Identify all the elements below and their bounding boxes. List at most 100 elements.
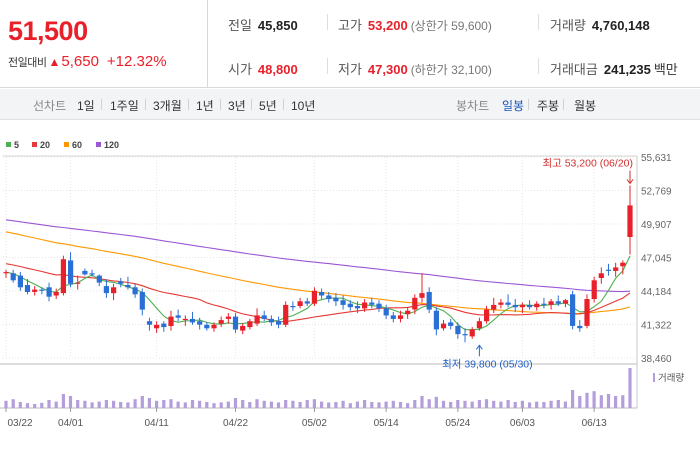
low-label: 저가 (338, 62, 362, 77)
volume-legend-label: 거래량 (658, 372, 684, 384)
volume-bar (33, 404, 37, 408)
price-box: 51,500 전일대비 ▲ 5,650 +12.32% (0, 0, 208, 88)
candle-body (562, 300, 569, 304)
divider (563, 99, 564, 110)
y-tick-label: 44,184 (641, 287, 672, 298)
x-tick-label: 06/03 (510, 418, 535, 429)
candle-body (620, 262, 626, 267)
legend-label-5: 5 (14, 140, 19, 150)
volume-bar (104, 400, 108, 408)
range-1d[interactable]: 1일 (77, 99, 95, 113)
legend-label-120: 120 (104, 140, 119, 150)
candle-body (17, 275, 23, 288)
legend-swatch-20 (32, 142, 37, 147)
change-value: 5,650 (61, 53, 99, 70)
moving-average-lines (5, 219, 631, 331)
period-daily[interactable]: 일봉 (502, 99, 525, 113)
volume-bar (535, 401, 539, 408)
candle-body (139, 292, 145, 310)
lower-limit: (하한가 32,100) (410, 63, 492, 77)
open-value: 48,800 (257, 62, 298, 77)
candle-body (498, 302, 504, 305)
volume-bar (155, 400, 159, 408)
range-1w[interactable]: 1주일 (110, 99, 139, 113)
upper-limit: (상한가 59,600) (410, 19, 492, 33)
x-tick-label: 03/22 (7, 418, 32, 429)
x-tick-label: 05/24 (445, 418, 470, 429)
prev-close-label: 전일 (228, 18, 252, 33)
volume-bar (391, 400, 395, 408)
volume-bar (384, 401, 388, 408)
candle-body (32, 289, 38, 292)
x-tick-label: 05/14 (374, 418, 399, 429)
candle-body (426, 292, 432, 310)
x-tick-label: 04/22 (223, 418, 248, 429)
range-3y[interactable]: 3년 (228, 99, 246, 113)
amount-unit: 백만 (653, 62, 678, 77)
up-arrow-icon: ▲ (48, 54, 61, 69)
period-weekly[interactable]: 주봉 (537, 99, 560, 113)
candle-body (469, 329, 475, 337)
volume-bar (212, 403, 216, 408)
volume-bar (233, 398, 238, 408)
up-arrow-icon (475, 344, 483, 350)
low-price: 저가 47,300 (하한가 32,100) (338, 59, 492, 78)
volume-bar (133, 399, 137, 408)
x-axis: 03/22 04/01 04/11 04/22 05/02 05/14 05/24 06/03… (5, 408, 607, 429)
range-5y[interactable]: 5년 (259, 99, 277, 113)
candle-body (326, 295, 332, 299)
candle-body (448, 322, 454, 326)
price-chart[interactable]: 5 20 60 120 55,631 52,769 49,907 47,045 44,184 4… (0, 120, 700, 450)
candle-body (354, 306, 361, 309)
candle-body (570, 294, 576, 326)
range-10y[interactable]: 10년 (291, 99, 316, 113)
volume-bar (298, 402, 302, 408)
candle-body (175, 315, 181, 318)
range-1y[interactable]: 1년 (196, 99, 214, 113)
legend-label-60: 60 (72, 140, 82, 150)
prev-close-value: 45,850 (257, 18, 298, 33)
candle-body (211, 324, 217, 329)
candle-body (89, 273, 95, 275)
ma5-line (5, 255, 631, 331)
volume-bar (413, 400, 417, 408)
candle-body (3, 272, 9, 274)
chart-toolbar: 선차트 1일 1주일 3개월 1년 3년 5년 10년 봉차트 일봉 주봉 월봉 (0, 89, 700, 120)
candle-body (512, 304, 518, 308)
amount-value: 241,235 (603, 62, 651, 77)
volume-bar (348, 403, 352, 408)
volume-bar (83, 400, 87, 408)
volume-bar (563, 401, 567, 408)
volume-bar (284, 400, 288, 408)
change-label: 전일대비 (8, 56, 47, 69)
candle-body (247, 321, 253, 328)
candle-body (75, 282, 81, 284)
period-monthly[interactable]: 월봉 (574, 99, 597, 113)
range-3m[interactable]: 3개월 (153, 99, 182, 113)
volume-bar (112, 400, 116, 408)
volume-bar (25, 403, 30, 408)
candle-body (541, 303, 547, 305)
candle-body (433, 310, 439, 330)
divider (327, 14, 328, 30)
stats-panel: 전일 45,850 고가 53,200 (상한가 59,600) 거래량 4,760,1… (209, 0, 700, 88)
ma60-line (5, 231, 631, 315)
candle-body (268, 318, 274, 323)
volume-bar (126, 402, 130, 408)
candle-body (60, 259, 66, 294)
volume-label: 거래량 (550, 18, 586, 33)
annotations: 최고 53,200 (06/20) 최저 39,800 (05/30) (442, 157, 634, 370)
volume-bar (176, 401, 180, 408)
volume-bar (205, 402, 209, 408)
candle-body (462, 334, 468, 336)
candle-body (283, 304, 289, 325)
candle-body (218, 320, 224, 324)
volume-bar (513, 402, 517, 408)
volume-bar (499, 401, 503, 408)
volume-bar (97, 401, 101, 408)
candle-body (476, 321, 482, 329)
volume-bar (355, 401, 359, 408)
low-annotation: 최저 39,800 (05/30) (442, 358, 533, 370)
volume-bar (578, 396, 582, 408)
candle-body (484, 309, 490, 322)
